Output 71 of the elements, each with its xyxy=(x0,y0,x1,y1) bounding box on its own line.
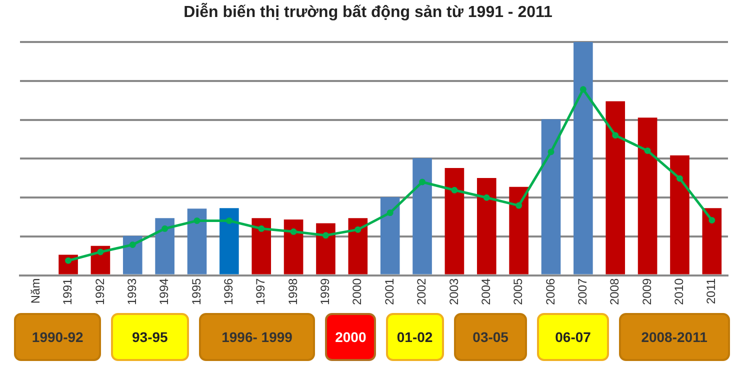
bar xyxy=(316,223,336,274)
x-tick-label: 1992 xyxy=(92,278,107,306)
x-tick-label: 1993 xyxy=(124,278,139,306)
x-tick-label: 2000 xyxy=(350,278,364,306)
point xyxy=(644,147,651,154)
bar xyxy=(476,178,496,274)
point xyxy=(580,86,586,93)
x-tick-label: 2005 xyxy=(511,278,526,306)
point xyxy=(548,148,554,156)
x-tick-label: 1996 xyxy=(221,278,236,306)
x-tick-label: 2002 xyxy=(414,278,429,306)
text: 93-95 xyxy=(111,313,189,361)
point xyxy=(451,186,458,194)
chart-title: Diễn biến thị trường bất động sản từ 1991 - 2011 xyxy=(182,4,554,22)
point xyxy=(516,202,522,209)
x-tick-label: 1997 xyxy=(254,278,268,306)
bar xyxy=(606,101,626,274)
text: 01-02 xyxy=(386,313,444,361)
x-tick-label: 1994 xyxy=(157,278,172,306)
bar xyxy=(702,208,722,274)
point xyxy=(386,210,394,216)
point xyxy=(354,226,362,233)
x-tick-label: 2007 xyxy=(575,278,590,306)
point xyxy=(483,194,490,201)
bar xyxy=(670,155,690,274)
x-tick-label: 2004 xyxy=(478,278,493,306)
x-tick-label: 1995 xyxy=(189,278,204,306)
text: 1996- 1999 xyxy=(198,313,316,361)
x-tick-label: 2001 xyxy=(382,278,396,306)
x-tick-label: 2006 xyxy=(543,278,558,306)
bar xyxy=(541,119,561,274)
point xyxy=(162,225,168,232)
bar xyxy=(348,218,368,274)
x-tick-label: 1991 xyxy=(60,278,75,306)
bar xyxy=(122,236,142,274)
x-tick-label: 1998 xyxy=(286,278,300,306)
x-tick-label: 2011 xyxy=(704,278,718,304)
x-tick-label: 2009 xyxy=(640,278,654,306)
bar xyxy=(380,197,400,274)
point xyxy=(129,241,136,248)
text: 2008-2011 xyxy=(618,313,730,361)
bar xyxy=(220,208,239,274)
bar xyxy=(252,218,272,274)
point xyxy=(322,232,329,239)
point xyxy=(708,216,716,224)
bar xyxy=(284,220,304,274)
point xyxy=(290,228,297,235)
point xyxy=(226,217,232,224)
x-tick-label: 1999 xyxy=(318,278,332,306)
text: 06-07 xyxy=(537,313,609,361)
point xyxy=(194,217,200,224)
point xyxy=(258,225,265,232)
bar xyxy=(638,118,658,274)
point xyxy=(419,178,426,186)
bar xyxy=(155,218,174,274)
bar xyxy=(412,158,432,274)
text: 1990-92 xyxy=(14,313,102,361)
point xyxy=(97,248,104,256)
x-tick-label: 2010 xyxy=(672,278,686,306)
bar xyxy=(444,168,464,274)
bar xyxy=(509,186,528,274)
point xyxy=(676,175,683,182)
x-tick-label: 2003 xyxy=(446,278,461,306)
bar xyxy=(574,42,593,274)
point xyxy=(65,257,72,264)
text: 2000 xyxy=(325,313,376,361)
text: 03-05 xyxy=(454,313,528,361)
point xyxy=(612,132,619,139)
x-tick-label: Năm xyxy=(28,278,42,304)
x-tick-label: 2008 xyxy=(608,278,622,306)
bar xyxy=(187,208,207,274)
